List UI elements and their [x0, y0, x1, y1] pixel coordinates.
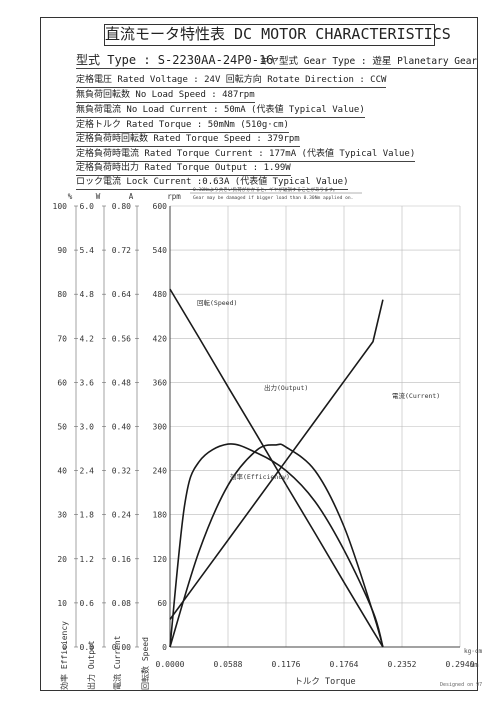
y-tick-label-W: 4.8 — [80, 290, 95, 299]
y-tick-label-W: 3.6 — [80, 378, 95, 387]
y-tick-label-A: 0.72 — [112, 246, 131, 255]
model-type: 型式 Type : S-2230AA-24P0-16 — [76, 53, 274, 69]
y-tick-label-%: 40 — [57, 467, 67, 476]
y-tick-label-%: 50 — [57, 423, 67, 432]
warning-en: Gear may be damaged if bigger load than … — [193, 195, 353, 201]
series-line-W — [169, 443, 384, 648]
x-tick-label: 0.1176 — [272, 660, 301, 669]
y-tick-label-A: 0.56 — [112, 334, 131, 343]
y-tick-label-%: 70 — [57, 334, 67, 343]
y-tick-label-W: 1.8 — [80, 511, 95, 520]
y-tick-label-%: 20 — [57, 555, 67, 564]
y-tick-label-rpm: 180 — [153, 511, 168, 520]
spec-rated-torque-current: 定格負荷時電流 Rated Torque Current : 177mA (代表… — [76, 148, 416, 162]
y-tick-label-rpm: 60 — [157, 599, 167, 608]
y-tick-label-rpm: 360 — [153, 378, 168, 387]
y-tick-label-rpm: 480 — [153, 290, 168, 299]
x-unit-top: kg·cm — [464, 648, 482, 655]
axis-unit-rpm: rpm — [167, 192, 181, 201]
x-tick-label: 0.2352 — [388, 660, 417, 669]
y-tick-label-%: 10 — [57, 599, 67, 608]
y-tick-label-A: 0.16 — [112, 555, 131, 564]
y-tick-label-W: 6.0 — [80, 202, 95, 211]
y-tick-label-rpm: 120 — [153, 555, 168, 564]
axis-unit-%: % — [68, 192, 73, 201]
x-tick-label: 0.2940 — [446, 660, 475, 669]
y-tick-label-W: 1.2 — [80, 555, 95, 564]
axis-title-%: 効率 Efficiency — [59, 621, 69, 690]
x-tick-label: 0.0000 — [156, 660, 185, 669]
y-tick-label-W: 5.4 — [80, 246, 95, 255]
sheet-border — [40, 17, 478, 691]
x-unit-bottom: Nm — [470, 661, 478, 669]
axis-title-A: 電流 Current — [112, 635, 122, 690]
y-tick-label-%: 0 — [62, 643, 67, 652]
axis-title-W: 出力 Output — [86, 640, 96, 690]
y-tick-label-rpm: 420 — [153, 334, 168, 343]
designer-signature: Designed on 97 — [440, 682, 483, 688]
axis-title-rpm: 回転数 Speed — [140, 637, 150, 690]
x-axis-title: トルク Torque — [294, 677, 355, 687]
gear-type: ギヤ型式 Gear Type : 遊星 Planetary Gear — [260, 56, 478, 69]
spec-rated-torque-output: 定格負荷時出力 Rated Torque Output : 1.99W — [76, 162, 291, 176]
series-label-A: 電流(Current) — [392, 391, 440, 400]
series-label-rpm: 回転(Speed) — [197, 299, 237, 307]
y-tick-label-%: 30 — [57, 511, 67, 520]
y-tick-label-%: 80 — [57, 290, 67, 299]
y-tick-label-W: 4.2 — [80, 334, 95, 343]
y-tick-label-W: 2.4 — [80, 467, 95, 476]
series-label-%: 効率(Efficiency) — [230, 472, 290, 481]
y-tick-label-rpm: 0 — [162, 643, 167, 652]
y-tick-label-A: 0.24 — [112, 511, 131, 520]
y-tick-label-%: 60 — [57, 378, 67, 387]
spec-no-load-speed: 無負荷回転数 No Load Speed : 487rpm — [76, 89, 255, 103]
spec-lock-current: ロック電流 Lock Current :0.63A (代表値 Typical V… — [76, 176, 349, 190]
warning-jp: 0.30Nmより大きい負荷がかかると、ギヤが破損することがあります。 — [193, 186, 338, 193]
y-tick-label-W: 0.6 — [80, 599, 95, 608]
y-tick-label-A: 0.32 — [112, 467, 131, 476]
y-tick-label-rpm: 600 — [153, 202, 168, 211]
spec-rated-voltage: 定格電圧 Rated Voltage : 24V 回転方向 Rotate Dir… — [76, 74, 387, 88]
x-tick-label: 0.0588 — [214, 660, 243, 669]
spec-no-load-current: 無負荷電流 No Load Current : 50mA (代表値 Typica… — [76, 104, 365, 118]
x-tick-label: 0.1764 — [330, 660, 359, 669]
series-line-% — [169, 443, 384, 648]
y-tick-label-W: 3.0 — [80, 423, 95, 432]
y-tick-label-rpm: 240 — [153, 467, 168, 476]
y-tick-label-%: 90 — [57, 246, 67, 255]
axis-unit-W: W — [96, 192, 101, 201]
y-tick-label-W: 0.0 — [80, 643, 95, 652]
y-tick-label-rpm: 540 — [153, 246, 168, 255]
y-tick-label-A: 0.80 — [112, 202, 131, 211]
y-tick-label-A: 0.00 — [112, 643, 131, 652]
y-tick-label-A: 0.48 — [112, 378, 131, 387]
y-tick-label-rpm: 300 — [153, 423, 168, 432]
series-label-W: 出力(Output) — [264, 383, 308, 392]
axis-unit-A: A — [129, 192, 134, 201]
spec-rated-torque: 定格トルク Rated Torque : 50mNm (510g·cm) — [76, 119, 289, 133]
page-title: 直流モータ特性表 DC MOTOR CHARACTERISTICS — [104, 24, 451, 46]
series-line-rpm — [169, 288, 384, 648]
series-line-A — [169, 299, 384, 620]
y-tick-label-A: 0.08 — [112, 599, 131, 608]
y-tick-label-%: 100 — [53, 202, 68, 211]
y-tick-label-A: 0.64 — [112, 290, 131, 299]
y-tick-label-A: 0.40 — [112, 423, 131, 432]
spec-rated-torque-speed: 定格負荷時回転数 Rated Torque Speed : 379rpm — [76, 133, 300, 147]
